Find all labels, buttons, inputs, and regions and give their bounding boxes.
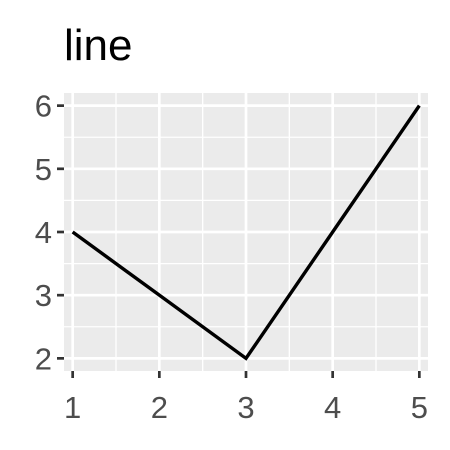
x-tick-label: 3 [237,390,254,425]
x-tick-label: 2 [151,390,168,425]
y-axis: 2 3 4 5 6 [35,89,64,376]
x-tick-label: 4 [324,390,341,425]
y-tick-label: 4 [35,215,52,250]
x-tick-label: 5 [411,390,428,425]
x-axis: 1 2 3 4 5 [64,371,428,425]
series-layer [71,104,421,361]
y-tick-label: 6 [35,89,52,124]
y-tick-label: 3 [35,278,52,313]
chart-title: line [64,21,133,70]
x-tick-label: 1 [64,390,81,425]
y-tick-label: 2 [35,341,52,376]
y-tick-label: 5 [35,152,52,187]
